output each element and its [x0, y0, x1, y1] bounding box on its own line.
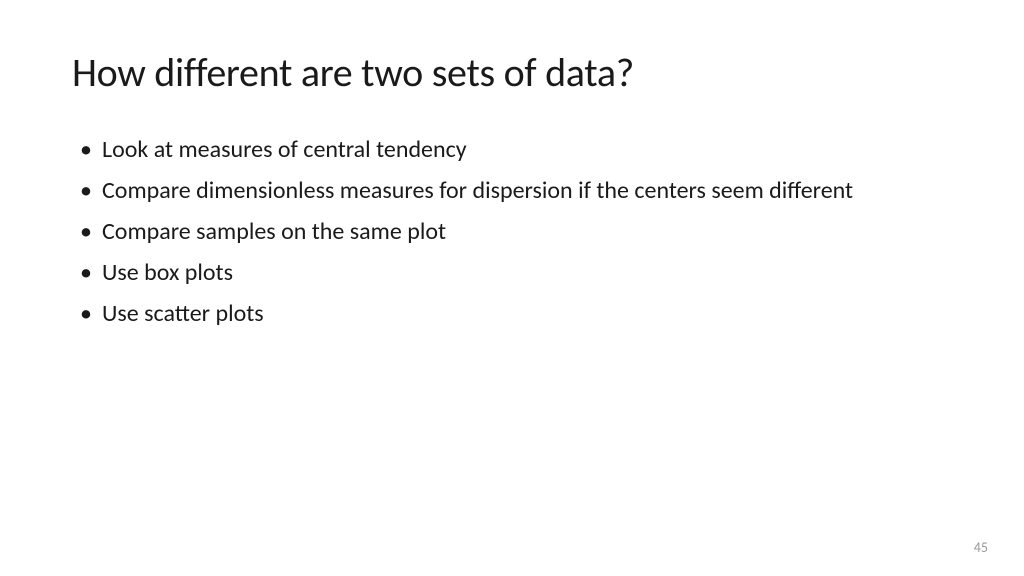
- bullet-item: Compare samples on the same plot: [80, 215, 952, 248]
- bullet-item: Use box plots: [80, 256, 952, 289]
- bullet-list: Look at measures of central tendency Com…: [72, 133, 952, 331]
- bullet-item: Look at measures of central tendency: [80, 133, 952, 166]
- bullet-item: Compare dimensionless measures for dispe…: [80, 174, 952, 207]
- slide-container: How different are two sets of data? Look…: [0, 0, 1024, 576]
- bullet-item: Use scatter plots: [80, 297, 952, 330]
- slide-title: How different are two sets of data?: [72, 48, 952, 97]
- page-number: 45: [974, 539, 988, 556]
